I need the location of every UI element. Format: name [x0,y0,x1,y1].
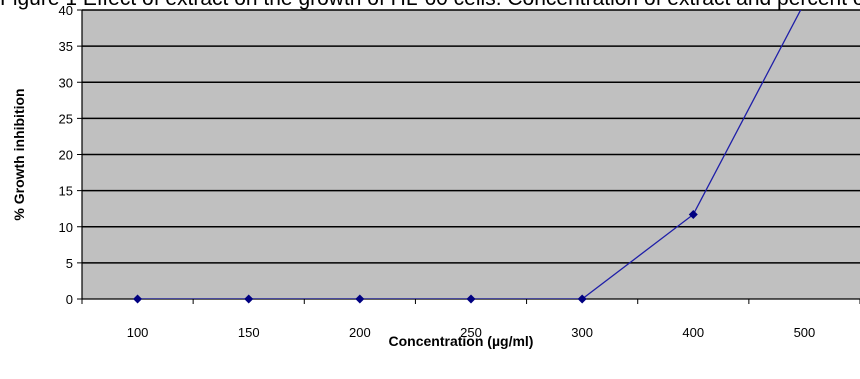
gridlines [82,9,860,264]
x-axis-title: Concentration (µg/ml) [389,333,534,349]
x-tick-label: 150 [238,325,260,340]
y-tick-label: 25 [59,111,73,126]
y-tick-label: 20 [59,148,73,163]
series [133,10,802,304]
data-point [577,294,587,304]
data-point [244,294,254,304]
data-point [688,209,698,219]
y-tick-label: 35 [59,39,73,54]
data-point [466,294,476,304]
y-tick-label: 40 [59,3,73,18]
y-tick-label: 10 [59,220,73,235]
y-tick-label: 30 [59,75,73,90]
x-tick-label: 250 [460,325,482,340]
x-tick-label: 200 [349,325,371,340]
x-tick-label: 100 [127,325,149,340]
data-point [355,294,365,304]
data-point [133,294,143,304]
y-tick-label: 0 [66,292,73,307]
x-tick-label: 500 [794,325,816,340]
plot-area [81,9,860,304]
x-tick-labels: 100 150 200 250 300 400 500 [81,299,860,340]
y-axis-title: % Growth inhibition [11,88,27,220]
y-tick-label: 5 [66,256,73,271]
x-tick-label: 300 [571,325,593,340]
caption-fragment: Figure 1 Effect of extract on the growth… [0,0,860,11]
y-tick-label: 15 [59,184,73,199]
x-tick-label: 400 [682,325,704,340]
y-tick-labels: 0 5 10 15 20 25 30 35 40 [59,3,82,307]
